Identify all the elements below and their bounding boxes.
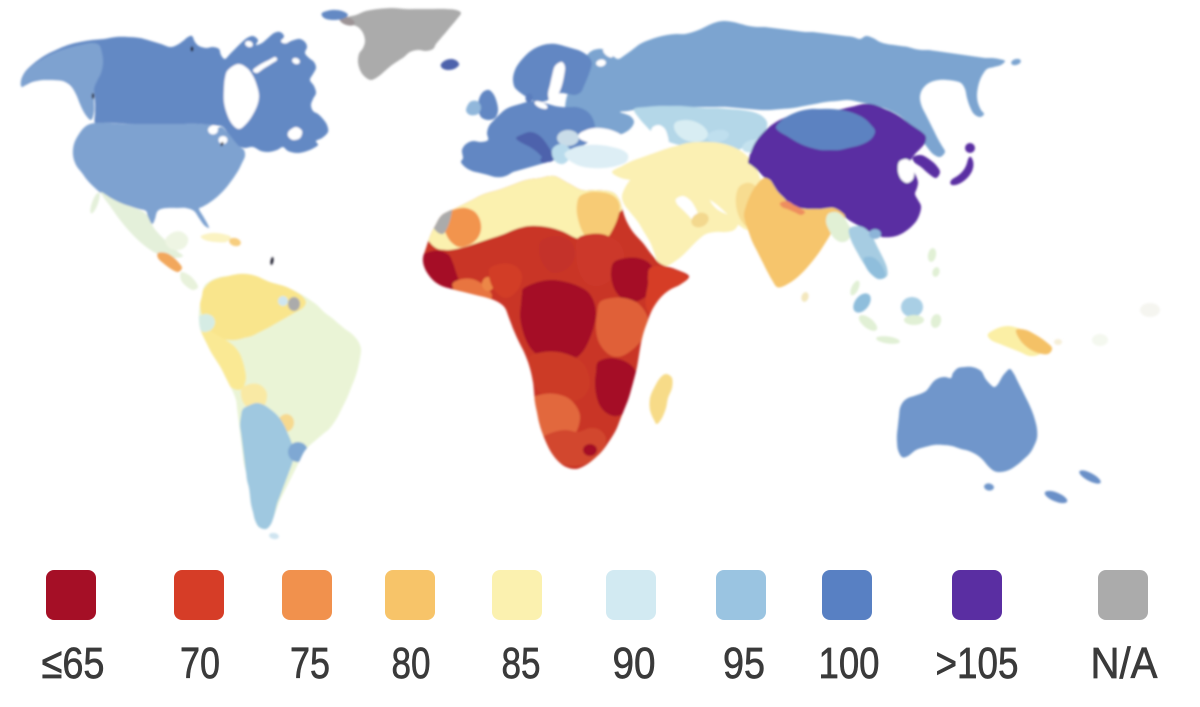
svg-text:100: 100: [819, 639, 880, 688]
svg-text:80: 80: [392, 639, 431, 688]
svg-text:75: 75: [290, 639, 330, 688]
svg-text:N/A: N/A: [1091, 639, 1159, 688]
svg-text:70: 70: [180, 639, 220, 688]
svg-text:90: 90: [613, 639, 656, 688]
svg-text:95: 95: [723, 639, 765, 688]
svg-text:85: 85: [502, 639, 541, 688]
svg-text:>105: >105: [936, 639, 1019, 688]
svg-text:≤65: ≤65: [42, 639, 105, 688]
